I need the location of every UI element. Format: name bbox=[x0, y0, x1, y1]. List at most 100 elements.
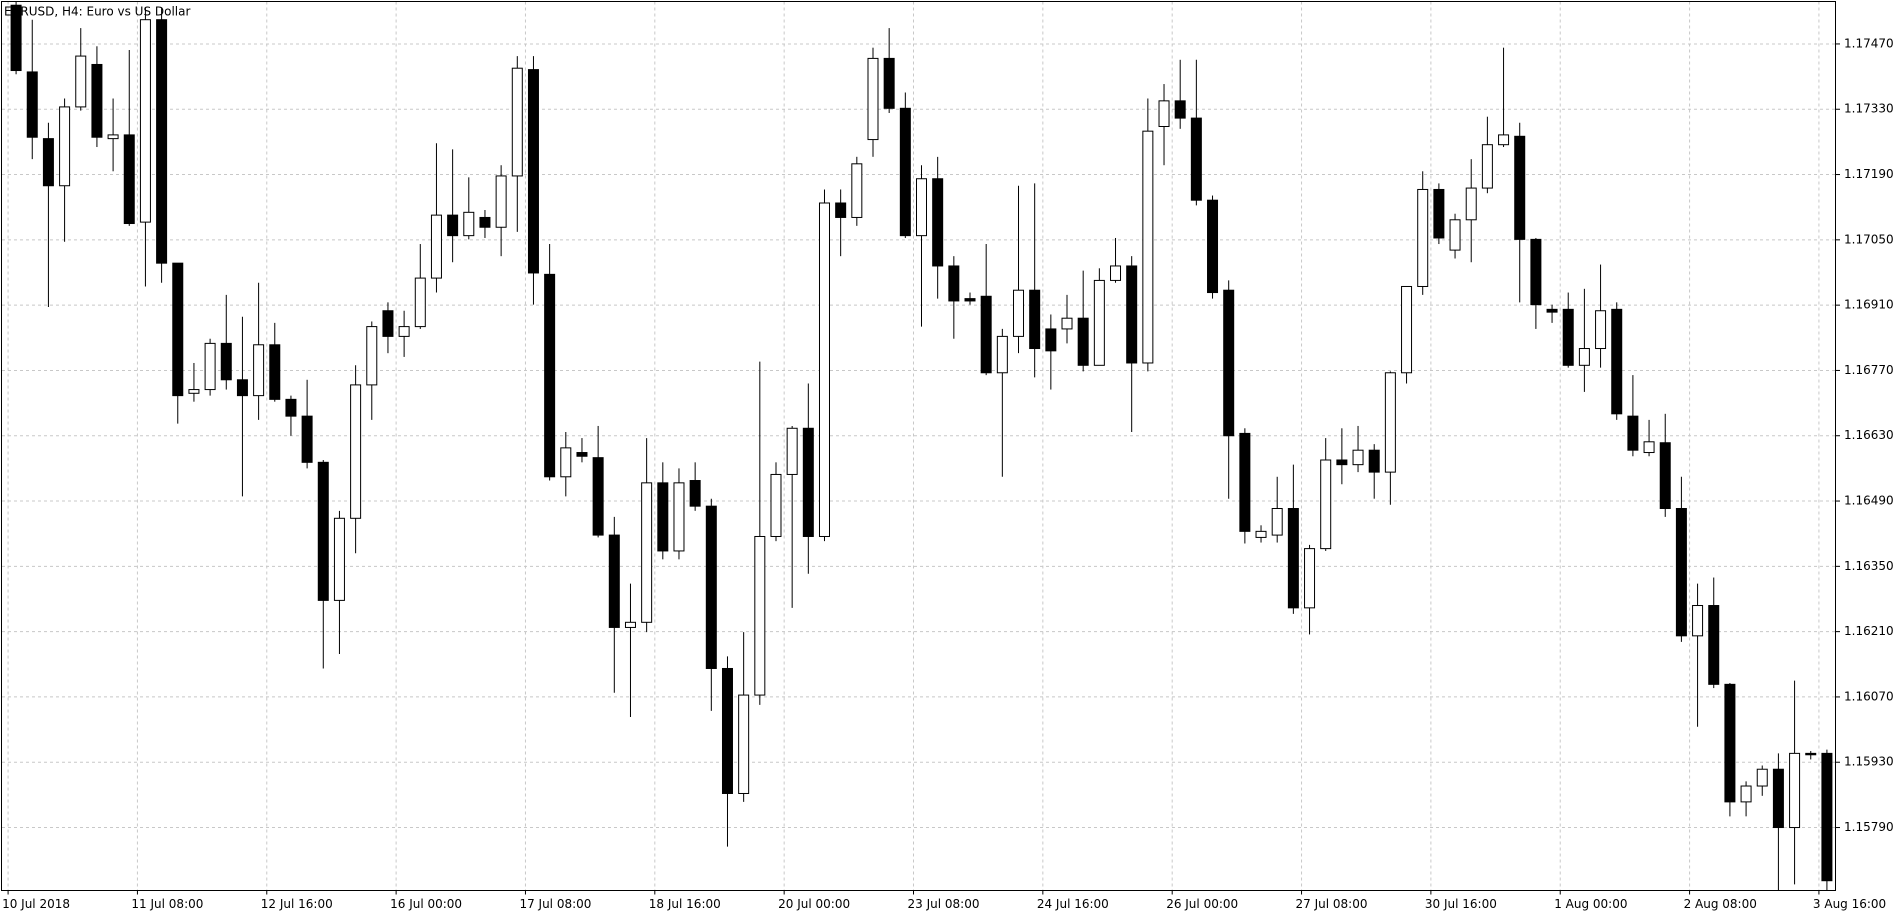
candle-body bbox=[156, 19, 168, 264]
candle-body bbox=[721, 667, 733, 794]
candle-body bbox=[511, 67, 523, 177]
candle-body bbox=[980, 295, 992, 374]
y-tick-label: 1.17330 bbox=[1844, 102, 1894, 116]
candle-body bbox=[1368, 449, 1380, 473]
candle-body bbox=[1789, 752, 1801, 829]
candle-body bbox=[608, 534, 620, 628]
candle-body bbox=[382, 310, 394, 337]
grid bbox=[2, 1, 1835, 891]
candle-body bbox=[1093, 279, 1105, 366]
candle-body bbox=[624, 621, 636, 628]
candle-body bbox=[1821, 752, 1833, 882]
candle-body bbox=[495, 175, 507, 228]
candle-body bbox=[1158, 100, 1170, 128]
candle-body bbox=[1255, 530, 1267, 538]
y-tick-label: 1.16070 bbox=[1844, 689, 1894, 703]
candle-body bbox=[1401, 285, 1413, 374]
candle-body bbox=[1045, 328, 1057, 352]
candle-body bbox=[447, 214, 459, 237]
candle-body bbox=[1578, 348, 1590, 366]
candle-body bbox=[333, 517, 345, 601]
candle-body bbox=[932, 178, 944, 267]
candle-body bbox=[301, 415, 313, 463]
candle-body bbox=[414, 277, 426, 328]
candles bbox=[10, 1, 1833, 891]
candle-body bbox=[641, 482, 653, 623]
candle-body bbox=[1595, 310, 1607, 350]
candle-body bbox=[754, 535, 766, 696]
candle-body bbox=[1433, 188, 1445, 239]
candle-body bbox=[883, 57, 895, 109]
candle-body bbox=[1352, 449, 1364, 466]
candle-body bbox=[479, 216, 491, 228]
chart-title: EURUSD, H4: Euro vs US Dollar bbox=[4, 5, 190, 19]
candle-body bbox=[835, 202, 847, 218]
candle-body bbox=[123, 134, 135, 225]
y-tick-label: 1.16630 bbox=[1844, 428, 1894, 442]
candle-body bbox=[657, 482, 669, 552]
candle-body bbox=[1692, 605, 1704, 637]
candle-body bbox=[1126, 265, 1138, 364]
candle-body bbox=[1110, 265, 1122, 281]
candle-body bbox=[59, 106, 71, 187]
x-tick-label: 10 Jul 2018 bbox=[2, 897, 70, 911]
candle-body bbox=[139, 19, 151, 223]
candle-body bbox=[867, 57, 879, 141]
candle-body bbox=[1627, 415, 1639, 451]
candle-body bbox=[285, 398, 297, 417]
candle-body bbox=[1142, 130, 1154, 364]
candle-body bbox=[1481, 144, 1493, 189]
candle-body bbox=[463, 211, 475, 237]
candle-body bbox=[673, 482, 685, 552]
candle-body bbox=[1417, 188, 1429, 287]
candle-body bbox=[802, 427, 814, 537]
candle-body bbox=[236, 379, 248, 397]
candle-body bbox=[899, 107, 911, 237]
candle-body bbox=[107, 134, 119, 140]
candle-body bbox=[1643, 441, 1655, 454]
y-tick-label: 1.17470 bbox=[1844, 36, 1894, 50]
candle-body bbox=[1223, 289, 1235, 437]
x-tick-label: 16 Jul 00:00 bbox=[390, 897, 462, 911]
x-tick-label: 23 Jul 08:00 bbox=[908, 897, 980, 911]
candle-body bbox=[1756, 768, 1768, 787]
candle-body bbox=[996, 335, 1008, 374]
candle-body bbox=[172, 262, 184, 397]
x-tick-label: 27 Jul 08:00 bbox=[1296, 897, 1368, 911]
candle-body bbox=[220, 342, 232, 381]
candle-body bbox=[1336, 459, 1348, 466]
y-tick-label: 1.16210 bbox=[1844, 624, 1894, 638]
candle-body bbox=[592, 457, 604, 536]
candle-body bbox=[1562, 308, 1574, 366]
candle-body bbox=[269, 344, 281, 400]
candle-body bbox=[1530, 238, 1542, 306]
y-tick-label: 1.17050 bbox=[1844, 232, 1894, 246]
candle-body bbox=[1304, 548, 1316, 609]
y-tick-label: 1.16770 bbox=[1844, 363, 1894, 377]
candle-body bbox=[1174, 100, 1186, 119]
candle-body bbox=[1190, 117, 1202, 201]
candle-body bbox=[964, 298, 976, 302]
candle-body bbox=[91, 63, 103, 138]
candle-body bbox=[1013, 289, 1025, 337]
candle-body bbox=[1207, 199, 1219, 294]
x-tick-label: 26 Jul 00:00 bbox=[1166, 897, 1238, 911]
candle-body bbox=[1740, 785, 1752, 803]
plot-frame bbox=[1, 1, 1836, 891]
candle-body bbox=[1611, 308, 1623, 415]
candle-body bbox=[1514, 135, 1526, 240]
y-tick-label: 1.15930 bbox=[1844, 755, 1894, 769]
candle-body bbox=[1659, 442, 1671, 510]
candle-body bbox=[26, 71, 38, 138]
candle-body bbox=[253, 344, 265, 397]
candle-body bbox=[350, 384, 362, 519]
x-tick-label: 12 Jul 16:00 bbox=[261, 897, 333, 911]
candle-body bbox=[1239, 432, 1251, 532]
x-tick-label: 11 Jul 08:00 bbox=[131, 897, 203, 911]
candle-body bbox=[527, 69, 539, 274]
candle-body bbox=[430, 214, 442, 279]
candle-body bbox=[366, 326, 378, 386]
candle-body bbox=[75, 55, 87, 108]
candle-body bbox=[1724, 683, 1736, 803]
